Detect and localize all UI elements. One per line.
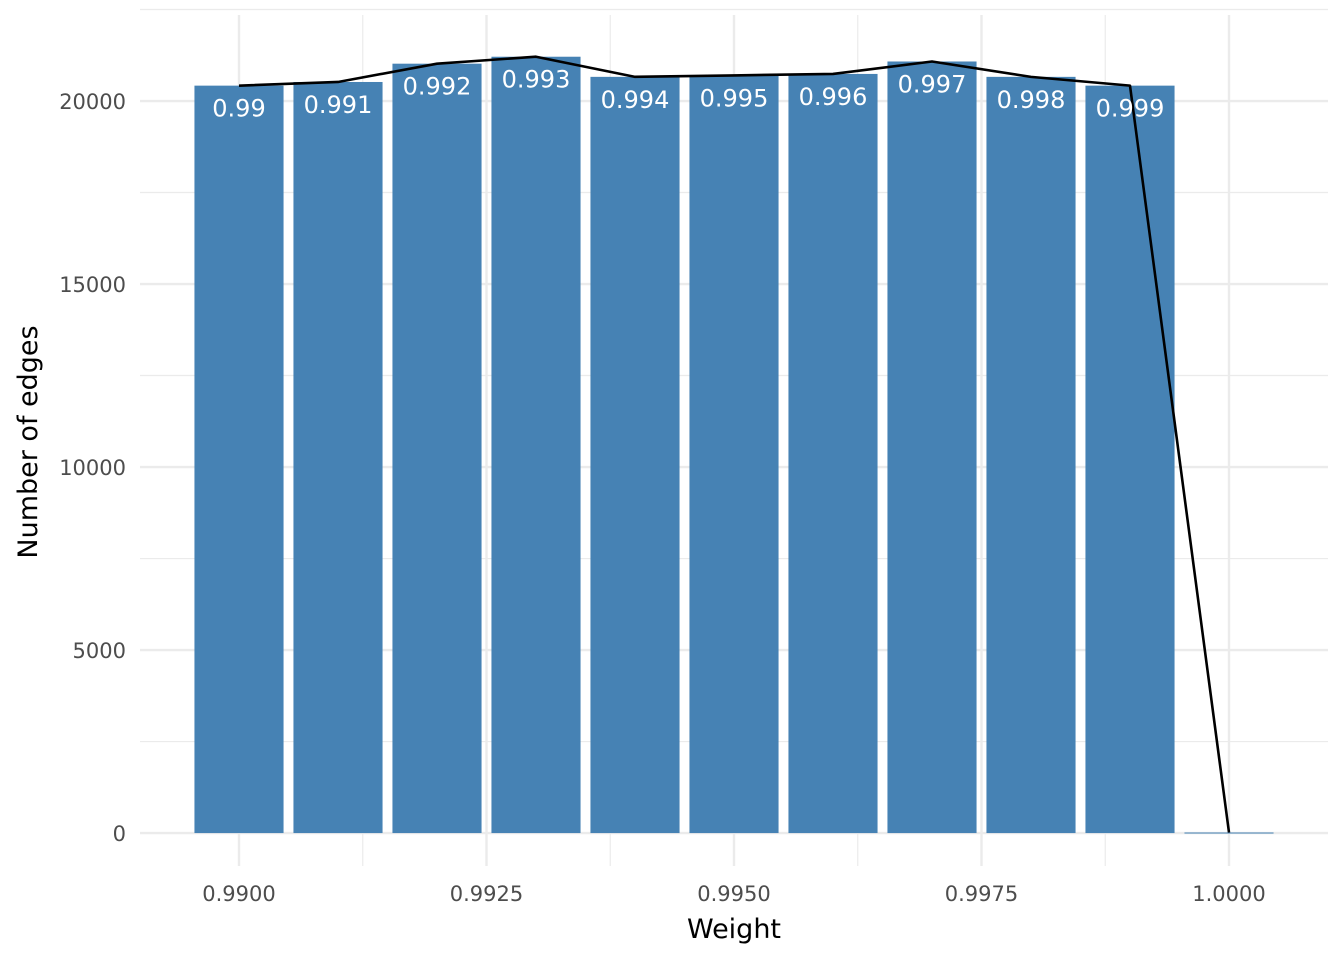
bar xyxy=(293,81,383,834)
bar-label: 0.993 xyxy=(502,66,571,94)
bar-label: 0.995 xyxy=(700,84,769,112)
bar xyxy=(491,56,581,834)
bar xyxy=(689,75,779,834)
bar xyxy=(194,85,284,834)
bar xyxy=(887,61,977,834)
bar xyxy=(1184,832,1274,834)
bar-label: 0.996 xyxy=(799,83,868,111)
y-tick-label: 10000 xyxy=(59,456,126,480)
bar-label: 0.99 xyxy=(212,95,265,123)
bar-label: 0.994 xyxy=(601,86,670,114)
x-tick-label: 0.9925 xyxy=(450,882,523,906)
x-axis-title: Weight xyxy=(687,914,781,945)
axis-ticks: 0.9900 0.9925 0.9950 0.9975 1.0000 0 5000 10000… xyxy=(59,90,1266,906)
bar-label: 0.991 xyxy=(304,91,373,119)
bar-label: 0.992 xyxy=(403,73,472,101)
bar-labels: 0.99 0.991 0.992 0.993 0.994 0.995 0.996 0.997 0… xyxy=(212,66,1164,123)
bar xyxy=(1085,85,1175,834)
bar xyxy=(788,73,878,834)
y-tick-label: 15000 xyxy=(59,273,126,297)
x-tick-label: 0.9975 xyxy=(945,882,1018,906)
bar xyxy=(590,76,680,834)
bar xyxy=(392,63,482,834)
bar-label: 0.998 xyxy=(997,86,1066,114)
x-tick-label: 0.9900 xyxy=(202,882,275,906)
trend-line xyxy=(238,55,1231,833)
x-tick-label: 1.0000 xyxy=(1192,882,1265,906)
y-tick-label: 0 xyxy=(113,822,126,846)
bar-label: 0.997 xyxy=(898,70,967,98)
bars xyxy=(194,56,1274,834)
bar xyxy=(986,76,1076,834)
y-axis-title: Number of edges xyxy=(13,325,44,558)
bar-label: 0.999 xyxy=(1096,95,1165,123)
y-tick-label: 20000 xyxy=(59,90,126,114)
x-tick-label: 0.9950 xyxy=(697,882,770,906)
trend-line-path xyxy=(238,55,1231,833)
y-tick-label: 5000 xyxy=(73,639,126,663)
